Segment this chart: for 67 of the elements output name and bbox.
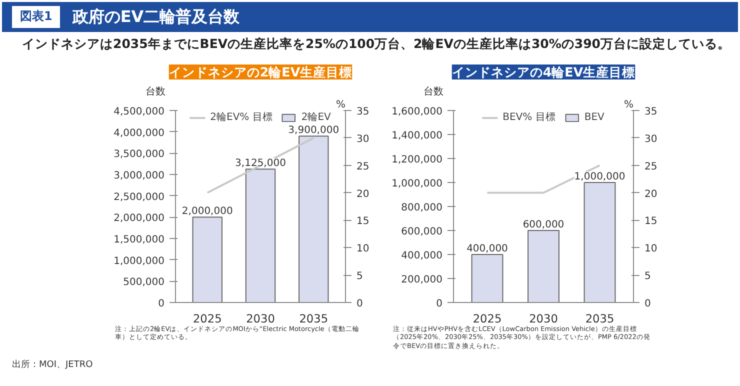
y-tick-label: 3,500,000 [114,149,165,160]
y2-tick-label: 25 [644,161,658,172]
y2-tick-label: 20 [644,188,658,200]
y-tick-label: 1,400,000 [392,130,443,142]
y2-tick-label: 30 [644,134,658,145]
y2-tick-label: 10 [644,244,658,255]
legend-label: 2輪EV% 目標 [210,110,272,124]
bar [471,254,504,302]
bar [528,230,560,302]
data-label: 3,900,000 [288,125,340,136]
data-label: 600,000 [522,220,564,230]
data-label: 3,125,000 [235,158,286,170]
text: 政府のEV二輪普及台数 [72,6,240,28]
y2-tick-label: 0 [356,298,363,310]
y-tick-label: 1,200,000 [392,154,443,166]
x-tick-label: 2025 [472,312,502,326]
y-tick-label: 400,000 [401,250,443,262]
y-tick-label: 1,000,000 [114,256,165,267]
bar [192,216,222,302]
y2-tick-label: 5 [356,271,363,282]
y2-tick-label: 15 [644,216,658,228]
y-tick-label: 1,500,000 [114,234,165,246]
y-tick-label: 2,500,000 [114,192,165,203]
y2-axis-title: % [624,100,634,110]
y2-tick-label: 10 [356,244,370,255]
y-tick-label: 800,000 [401,202,443,214]
y-tick-label: 4,000,000 [114,128,165,139]
y-tick-label: 1,600,000 [392,106,443,118]
text: 出所：MOI、JETRO [12,359,93,372]
y-tick-label: 500,000 [123,277,165,288]
bar [584,182,616,302]
y-tick-label: 200,000 [401,274,443,286]
x-tick-label: 2035 [585,312,614,326]
data-label: 2,000,000 [182,206,233,218]
y2-tick-label: 15 [356,216,370,228]
text: インドネシアは2035年までにBEVの生産比率を25%の100万台、2輪EVの生産比率は30%の390万台に設定している。 [22,35,730,53]
bar [298,136,329,302]
y-tick-label: 2,000,000 [114,213,165,224]
x-tick-label: 2025 [192,312,222,326]
y2-axis-title: % [336,100,346,110]
y2-tick-label: 20 [356,188,370,200]
y2-tick-label: 35 [356,106,370,118]
x-tick-label: 2035 [299,312,328,326]
y2-tick-label: 30 [356,134,370,145]
y-axis-title: 台数 [424,86,444,98]
y-tick-label: 0 [436,298,443,310]
y-axis-title: 台数 [146,86,166,98]
y2-tick-label: 25 [356,161,370,172]
y-tick-label: 4,500,000 [114,106,165,118]
y-tick-label: 3,000,000 [114,170,165,182]
y-tick-label: 1,000,000 [392,178,443,190]
legend-label: 2輪EV [301,111,331,124]
x-tick-label: 2030 [246,312,275,326]
y2-tick-label: 35 [644,106,658,118]
legend-label: BEV% 目標 [502,110,556,124]
chart-title: インドネシアの4輪EV生産目標 [452,64,636,80]
data-label: 400,000 [466,244,508,254]
y2-tick-label: 5 [644,271,651,282]
chart-title: インドネシアの2輪EV生産目標 [168,64,352,80]
y-tick-label: 600,000 [401,226,443,238]
bar [245,168,276,302]
legend-label: BEV [584,112,604,122]
y-tick-label: 0 [158,298,165,310]
data-label: 1,000,000 [574,172,626,182]
text: 図表1 [12,6,60,28]
y2-tick-label: 0 [644,298,651,310]
x-tick-label: 2030 [529,312,558,326]
